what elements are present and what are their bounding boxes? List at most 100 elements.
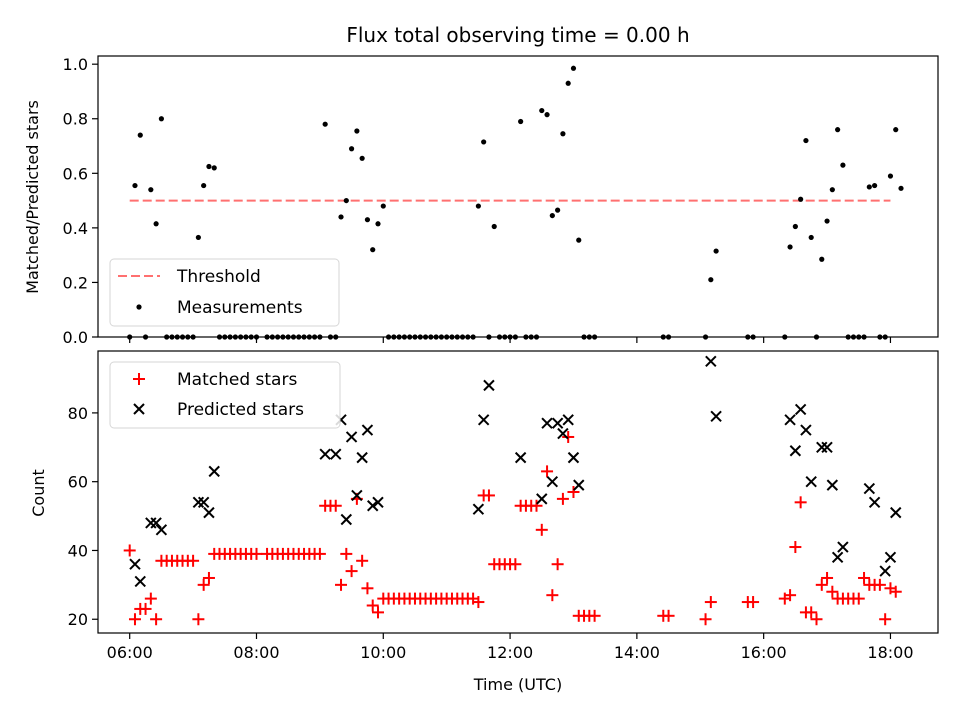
predicted-point-7 bbox=[203, 506, 215, 519]
matched-point-82 bbox=[562, 430, 575, 443]
matched-point-41 bbox=[345, 565, 358, 578]
x-tick-label-6: 18:00 bbox=[867, 643, 913, 662]
matched-point-72 bbox=[509, 558, 522, 571]
measurement-point-41 bbox=[348, 146, 355, 152]
measurement-point-6 bbox=[158, 116, 164, 122]
predicted-point-0 bbox=[129, 558, 141, 570]
matched-point-39 bbox=[335, 578, 348, 591]
predicted-point-37 bbox=[805, 475, 817, 488]
predicted-point-21 bbox=[483, 379, 495, 392]
measurement-point-46 bbox=[375, 221, 381, 227]
measurement-point-73 bbox=[518, 118, 524, 125]
predicted-point-5 bbox=[192, 496, 205, 509]
matched-point-24 bbox=[250, 547, 263, 560]
matched-point-65 bbox=[472, 596, 485, 609]
predicted-point-24 bbox=[541, 417, 553, 429]
x-tick-label-4: 14:00 bbox=[614, 643, 660, 662]
measurement-point-116 bbox=[893, 127, 899, 133]
x-tick-label-2: 10:00 bbox=[360, 643, 406, 662]
top-y-tick-label-1: 0.2 bbox=[63, 273, 88, 292]
matched-point-109 bbox=[858, 571, 871, 584]
predicted-point-3 bbox=[150, 517, 162, 529]
matched-point-79 bbox=[546, 589, 559, 602]
matched-point-108 bbox=[852, 592, 865, 605]
measurement-point-5 bbox=[153, 221, 159, 227]
matched-point-97 bbox=[794, 496, 807, 509]
matched-point-40 bbox=[340, 547, 353, 560]
measurement-point-13 bbox=[195, 234, 201, 241]
predicted-point-31 bbox=[705, 355, 717, 368]
legend-matched-swatch bbox=[133, 373, 145, 385]
predicted-point-44 bbox=[868, 496, 881, 509]
measurement-point-81 bbox=[560, 131, 566, 137]
measurement-point-111 bbox=[866, 184, 872, 190]
predicted-point-27 bbox=[557, 427, 569, 440]
predicted-point-4 bbox=[155, 524, 168, 536]
matched-point-43 bbox=[356, 554, 369, 567]
measurement-point-45 bbox=[370, 247, 376, 253]
top-legend: Threshold Measurements bbox=[109, 258, 340, 327]
measurement-point-2 bbox=[137, 132, 143, 138]
matched-point-45 bbox=[366, 599, 379, 612]
measurement-point-84 bbox=[576, 237, 582, 243]
predicted-point-22 bbox=[514, 451, 527, 464]
measurement-point-78 bbox=[544, 112, 550, 118]
predicted-point-15 bbox=[356, 451, 368, 464]
predicted-point-29 bbox=[567, 451, 580, 464]
matched-point-0 bbox=[123, 544, 136, 557]
predicted-point-9 bbox=[319, 448, 331, 460]
measurement-point-104 bbox=[829, 187, 835, 193]
matched-point-89 bbox=[662, 609, 675, 622]
predicted-point-28 bbox=[562, 414, 574, 426]
matched-point-96 bbox=[789, 541, 802, 554]
predicted-point-40 bbox=[826, 479, 839, 491]
bottom-panel: 06:00 08:00 10:00 12:00 14:00 16:00 18:00 20 40 6… bbox=[29, 350, 939, 694]
top-y-tick-label-3: 0.6 bbox=[63, 164, 88, 183]
predicted-point-20 bbox=[477, 414, 490, 426]
matched-point-95 bbox=[784, 589, 797, 602]
matched-point-93 bbox=[747, 596, 760, 609]
measurement-point-103 bbox=[824, 218, 830, 224]
measurement-point-14 bbox=[201, 182, 207, 189]
matched-point-102 bbox=[821, 571, 834, 584]
legend-predicted-swatch bbox=[133, 403, 145, 415]
top-y-tick-label-4: 0.8 bbox=[63, 110, 88, 129]
measurement-point-97 bbox=[792, 223, 798, 230]
predicted-point-38 bbox=[816, 441, 828, 453]
predicted-point-26 bbox=[551, 417, 564, 429]
predicted-point-42 bbox=[837, 541, 849, 553]
legend-matched-label: Matched stars bbox=[177, 370, 297, 390]
measurement-point-40 bbox=[343, 197, 349, 204]
bottom-y-axis-label: Count bbox=[29, 469, 48, 517]
measurement-point-83 bbox=[570, 65, 577, 71]
matched-point-77 bbox=[535, 523, 548, 536]
matched-point-35 bbox=[313, 547, 326, 560]
predicted-point-45 bbox=[879, 565, 891, 577]
measurement-point-105 bbox=[835, 127, 841, 133]
legend-predicted-label: Predicted stars bbox=[177, 400, 304, 420]
predicted-point-10 bbox=[330, 448, 342, 460]
legend-measurements-label: Measurements bbox=[177, 298, 303, 318]
matched-point-90 bbox=[699, 613, 712, 626]
bottom-y-tick-label-0: 20 bbox=[68, 610, 88, 629]
measurement-point-99 bbox=[803, 137, 809, 144]
matched-point-83 bbox=[567, 486, 580, 498]
predicted-point-12 bbox=[340, 513, 353, 526]
predicted-point-35 bbox=[794, 403, 807, 416]
legend-threshold-label: Threshold bbox=[176, 267, 261, 287]
matched-point-5 bbox=[150, 613, 163, 626]
predicted-point-14 bbox=[351, 489, 363, 502]
measurement-point-15 bbox=[206, 163, 212, 170]
x-tick-label-3: 12:00 bbox=[487, 643, 533, 662]
measurement-point-66 bbox=[481, 139, 487, 145]
measurement-point-91 bbox=[708, 277, 714, 283]
measurement-point-39 bbox=[338, 214, 344, 220]
predicted-point-1 bbox=[134, 575, 146, 588]
matched-point-80 bbox=[551, 558, 564, 571]
matched-point-78 bbox=[541, 465, 554, 478]
top-panel: 0.0 0.2 0.4 0.6 0.8 1.0 Matched/Predicted sta… bbox=[23, 55, 939, 347]
predicted-point-32 bbox=[710, 410, 722, 423]
matched-point-113 bbox=[879, 613, 892, 626]
predicted-point-6 bbox=[197, 496, 210, 509]
x-tick-label-5: 16:00 bbox=[741, 643, 787, 662]
